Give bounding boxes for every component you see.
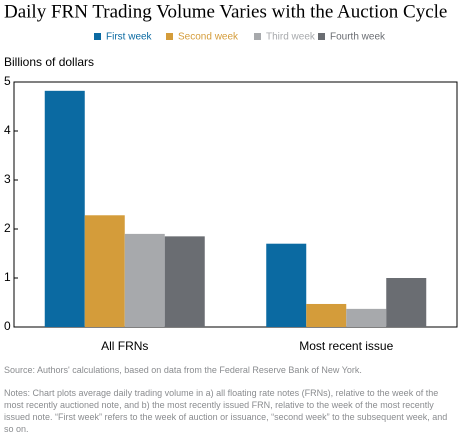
legend-label: Second week	[178, 32, 239, 43]
notes: Notes: Chart plots average daily trading…	[4, 388, 448, 434]
y-axis-label: Billions of dollars	[4, 55, 94, 69]
bar	[124, 233, 165, 327]
plot-frame	[13, 81, 458, 328]
bar	[266, 243, 307, 327]
legend-swatch	[166, 33, 173, 40]
legend-label: Fourth week	[330, 32, 386, 43]
bar	[164, 236, 205, 327]
legend-swatch	[318, 33, 325, 40]
y-tick-label: 1	[4, 270, 11, 284]
bar	[84, 215, 125, 327]
chart: Daily FRN Trading Volume Varies with the…	[4, 1, 458, 353]
bar	[386, 278, 427, 327]
y-tick-label: 0	[4, 319, 11, 333]
legend-label: Third week	[266, 32, 316, 43]
y-tick-label: 3	[4, 172, 11, 186]
legend-swatch	[254, 33, 261, 40]
bar	[44, 90, 85, 327]
y-tick-label: 2	[4, 221, 11, 235]
chart-title: Daily FRN Trading Volume Varies with the…	[4, 1, 447, 22]
x-tick-label: Most recent issue	[299, 339, 393, 353]
source: Source: Authors' calculations, based on …	[4, 365, 362, 375]
y-tick-label: 4	[4, 123, 11, 137]
bar	[346, 308, 387, 327]
legend-swatch	[94, 33, 101, 40]
bar	[306, 303, 347, 327]
legend-label: First week	[106, 32, 153, 43]
x-tick-label: All FRNs	[101, 339, 148, 353]
y-tick-label: 5	[4, 74, 11, 88]
